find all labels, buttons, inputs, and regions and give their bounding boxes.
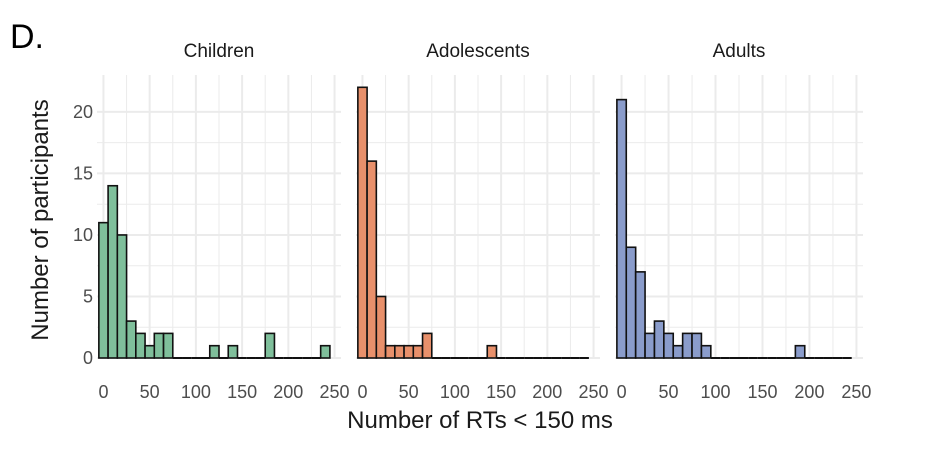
- histogram-bar: [144, 344, 156, 359]
- histogram-bar: [116, 234, 128, 359]
- histogram-bar: [366, 160, 378, 359]
- y-tick-label: 5: [83, 286, 93, 306]
- y-tick-label: 20: [73, 102, 93, 122]
- x-tick-label: 150: [486, 382, 516, 402]
- histogram-bar: [644, 332, 656, 359]
- histogram-bar: [208, 344, 220, 359]
- x-tick-label: 50: [140, 382, 160, 402]
- x-tick-label: 200: [794, 382, 824, 402]
- histogram-bar: [625, 246, 637, 359]
- histogram-bar: [794, 344, 806, 359]
- histogram-bar: [672, 344, 684, 359]
- histogram-bar: [681, 332, 693, 359]
- x-tick-label: 250: [841, 382, 871, 402]
- y-tick-label: 10: [73, 225, 93, 245]
- histogram-bar: [162, 332, 174, 359]
- histogram-bar: [319, 344, 331, 359]
- x-tick-label: 250: [579, 382, 609, 402]
- histogram-bar: [663, 332, 675, 359]
- panel-label: D.: [10, 18, 44, 56]
- histogram-bar: [634, 271, 646, 359]
- x-tick-label: 100: [181, 382, 211, 402]
- histogram-bar: [421, 332, 433, 359]
- facet-title: Children: [184, 41, 255, 62]
- histogram-bar: [264, 332, 276, 359]
- x-tick-label: 0: [357, 382, 367, 402]
- facet-panel: Adults 0 50 100 150 200 250: [615, 41, 871, 402]
- x-tick-label: 100: [440, 382, 470, 402]
- x-tick-label: 150: [747, 382, 777, 402]
- histogram-bar: [125, 320, 137, 359]
- facet-panel: Children 0 50 100 150 200 250: [97, 41, 350, 402]
- histogram-bar: [691, 332, 703, 359]
- x-tick-label: 200: [532, 382, 562, 402]
- y-tick-label: 15: [73, 163, 93, 183]
- y-axis-title: Number of participants: [27, 99, 54, 340]
- x-tick-label: 0: [98, 382, 108, 402]
- y-tick-label: 0: [83, 348, 93, 368]
- facet-panel: Adolescents 0 50 100 150 200 250: [356, 41, 609, 402]
- x-tick-label: 100: [700, 382, 730, 402]
- facet-title: Adolescents: [426, 41, 530, 62]
- x-tick-label: 50: [659, 382, 679, 402]
- histogram-bar: [700, 344, 712, 359]
- histogram-bar: [153, 332, 165, 359]
- histogram-bar: [394, 344, 405, 359]
- x-tick-label: 150: [227, 382, 257, 402]
- x-axis-title: Number of RTs < 150 ms: [347, 407, 613, 434]
- histogram-bar: [98, 221, 109, 359]
- x-tick-label: 50: [399, 382, 419, 402]
- x-tick-label: 0: [617, 382, 627, 402]
- histogram-bar: [616, 98, 628, 359]
- facet-title: Adults: [713, 41, 766, 62]
- histogram-bar: [227, 344, 239, 359]
- x-tick-label: 200: [273, 382, 303, 402]
- histogram-bar: [384, 344, 396, 359]
- histogram-bar: [107, 184, 119, 359]
- histogram-bar: [357, 86, 368, 359]
- histogram-bar: [653, 320, 665, 359]
- histogram-bar: [486, 344, 498, 359]
- x-tick-label: 250: [320, 382, 350, 402]
- histogram-bar: [135, 332, 146, 359]
- histogram-bar: [403, 344, 415, 359]
- histogram-bar: [375, 295, 387, 359]
- histogram-bar: [412, 344, 424, 359]
